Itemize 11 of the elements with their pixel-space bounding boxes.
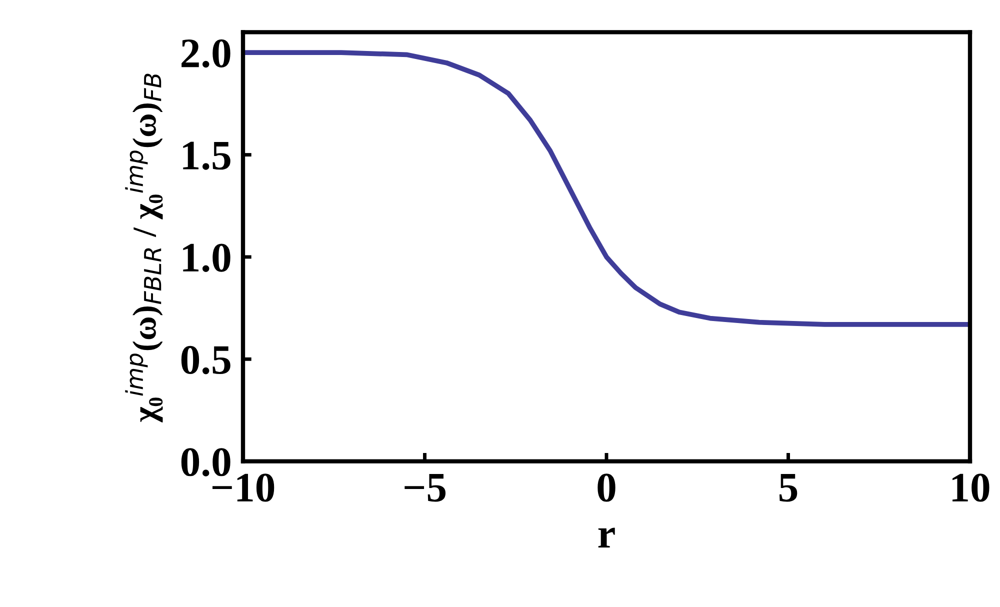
x-tick-label: 0 bbox=[598, 474, 616, 502]
x-tick-label: 10 bbox=[952, 474, 990, 502]
y-tick-label: 1.5 bbox=[183, 142, 230, 170]
x-tick-label: −5 bbox=[404, 474, 446, 502]
line-series bbox=[243, 50, 970, 327]
y-axis-title: χ₀$^{imp}$(ω)$_{FBLR}$ / χ₀$^{imp}$(ω)$_{FB}$ bbox=[125, 74, 163, 422]
y-tick-label: 1.0 bbox=[183, 244, 230, 272]
x-tick-label: 5 bbox=[780, 474, 798, 502]
y-tick-label: 0.5 bbox=[181, 346, 230, 374]
y-tick-label: 2.0 bbox=[182, 39, 230, 68]
x-axis-title: r bbox=[598, 528, 615, 548]
